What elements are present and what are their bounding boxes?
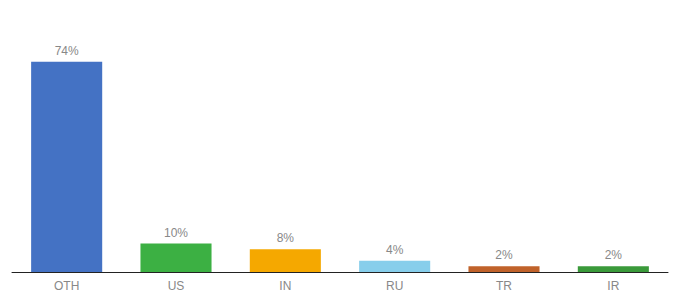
svg-text:8%: 8% [277, 231, 295, 245]
svg-text:US: US [168, 279, 185, 293]
svg-text:RU: RU [386, 279, 403, 293]
svg-text:IN: IN [279, 279, 291, 293]
svg-text:2%: 2% [495, 248, 513, 262]
svg-text:4%: 4% [386, 243, 404, 257]
svg-text:TR: TR [496, 279, 512, 293]
svg-text:2%: 2% [605, 248, 623, 262]
svg-text:IR: IR [607, 279, 619, 293]
svg-text:74%: 74% [55, 44, 79, 58]
svg-text:10%: 10% [164, 226, 188, 240]
svg-text:OTH: OTH [54, 279, 79, 293]
